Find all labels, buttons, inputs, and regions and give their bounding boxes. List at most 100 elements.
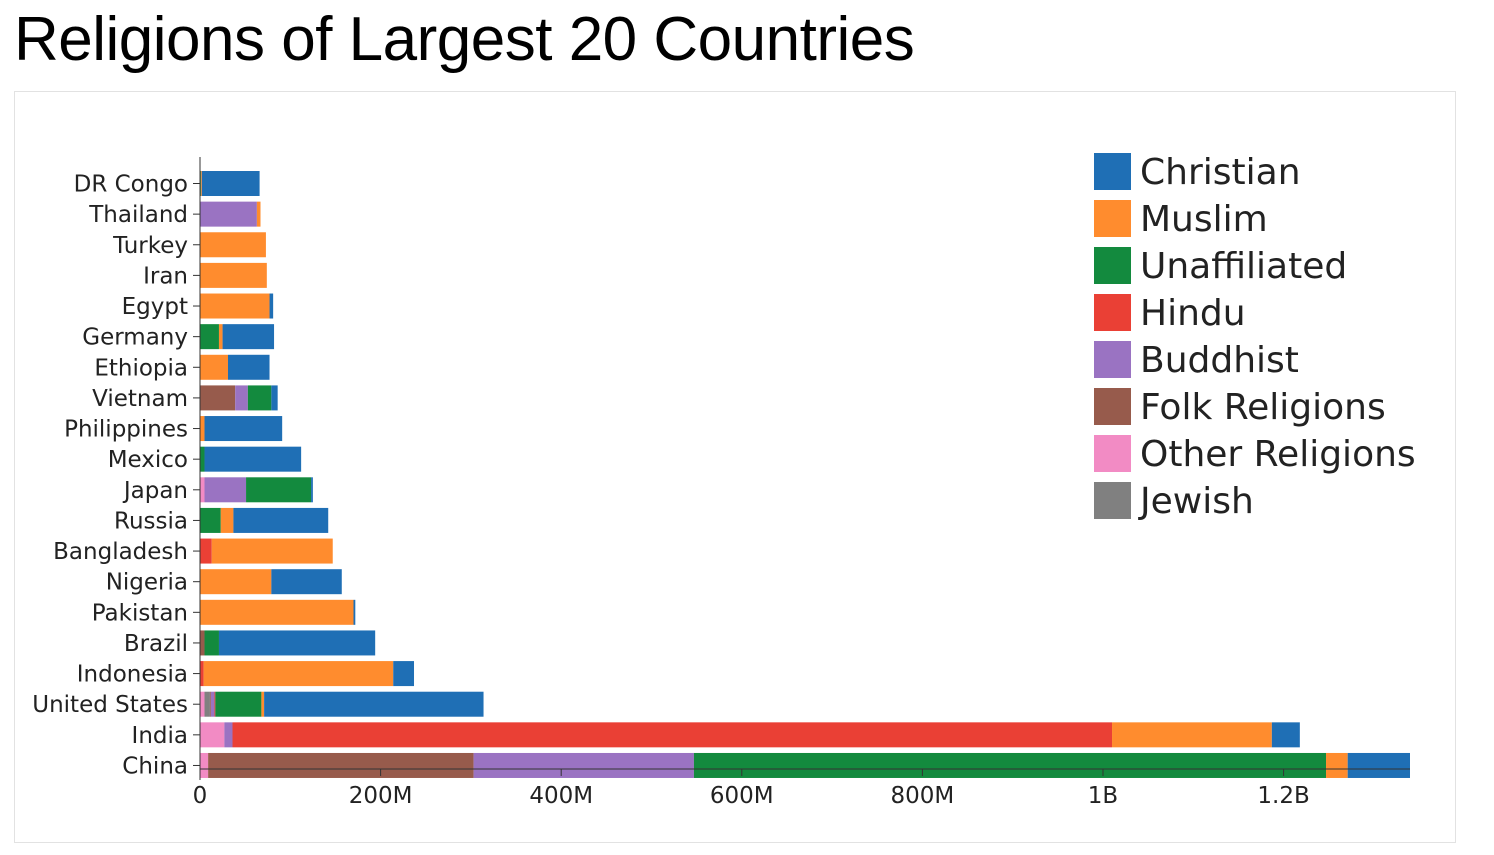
bar-japan-buddhist[interactable] bbox=[204, 477, 247, 503]
bar-china-other-religions[interactable] bbox=[200, 752, 209, 778]
bar-indonesia-hindu[interactable] bbox=[200, 661, 204, 687]
bar-vietnam-buddhist[interactable] bbox=[235, 385, 248, 411]
bar-united-states-unaffiliated[interactable] bbox=[215, 691, 262, 717]
bar-india-buddhist[interactable] bbox=[224, 722, 233, 748]
bar-indonesia-christian[interactable] bbox=[393, 661, 415, 687]
bar-bangladesh-hindu[interactable] bbox=[200, 538, 212, 564]
bar-united-states-folk-religions[interactable] bbox=[209, 691, 211, 717]
legend-item-christian[interactable]: Christian bbox=[1094, 152, 1301, 193]
y-tick-label-china: China bbox=[122, 753, 188, 779]
bar-iran-muslim[interactable] bbox=[200, 262, 267, 288]
bar-nigeria-muslim[interactable] bbox=[200, 569, 272, 595]
bars-layer bbox=[200, 171, 1410, 778]
bar-united-states-buddhist[interactable] bbox=[210, 691, 215, 717]
bar-philippines-muslim[interactable] bbox=[200, 416, 205, 442]
bar-brazil-unaffiliated[interactable] bbox=[204, 630, 219, 656]
bar-turkey-muslim[interactable] bbox=[200, 232, 266, 258]
legend-swatch-buddhist bbox=[1094, 341, 1131, 378]
y-tick-label-pakistan: Pakistan bbox=[92, 600, 188, 626]
legend-label-buddhist: Buddhist bbox=[1140, 340, 1299, 381]
legend-swatch-folk-religions bbox=[1094, 388, 1131, 425]
bar-united-states-hindu[interactable] bbox=[214, 691, 216, 717]
y-tick-label-nigeria: Nigeria bbox=[106, 570, 188, 596]
legend-item-other-religions[interactable]: Other Religions bbox=[1094, 434, 1416, 475]
legend-item-muslim[interactable]: Muslim bbox=[1094, 199, 1268, 240]
bar-vietnam-christian[interactable] bbox=[271, 385, 278, 411]
bar-egypt-christian[interactable] bbox=[269, 293, 274, 319]
bar-brazil-folk-religions[interactable] bbox=[200, 630, 205, 656]
bar-united-states-muslim[interactable] bbox=[261, 691, 265, 717]
chart-canvas: DR Congo Thailand Turkey Iran Egypt Germany Et… bbox=[32, 152, 1416, 809]
legend-label-unaffiliated: Unaffiliated bbox=[1140, 246, 1347, 287]
legend-item-buddhist[interactable]: Buddhist bbox=[1094, 340, 1299, 381]
legend-item-unaffiliated[interactable]: Unaffiliated bbox=[1094, 246, 1347, 287]
y-tick-label-mexico: Mexico bbox=[108, 447, 188, 473]
bar-vietnam-folk-religions[interactable] bbox=[200, 385, 236, 411]
bar-china-buddhist[interactable] bbox=[473, 752, 694, 778]
legend-label-jewish: Jewish bbox=[1138, 481, 1254, 522]
legend-swatch-muslim bbox=[1094, 200, 1131, 237]
y-tick-label-dr-congo: DR Congo bbox=[74, 172, 188, 198]
bar-germany-muslim[interactable] bbox=[218, 324, 223, 350]
bar-india-muslim[interactable] bbox=[1112, 722, 1272, 748]
bar-thailand-muslim[interactable] bbox=[256, 201, 261, 227]
bar-germany-unaffiliated[interactable] bbox=[200, 324, 219, 350]
y-tick-label-philippines: Philippines bbox=[64, 417, 188, 443]
y-tick-label-germany: Germany bbox=[82, 325, 188, 351]
bar-dr-congo-christian[interactable] bbox=[201, 171, 260, 196]
legend-item-hindu[interactable]: Hindu bbox=[1094, 293, 1246, 334]
bar-vietnam-unaffiliated[interactable] bbox=[247, 385, 272, 411]
legend-label-hindu: Hindu bbox=[1140, 293, 1246, 334]
legend-swatch-unaffiliated bbox=[1094, 247, 1131, 284]
bar-china-christian[interactable] bbox=[1347, 752, 1410, 778]
y-tick-label-india: India bbox=[132, 723, 188, 749]
legend[interactable]: Christian Muslim Unaffiliated Hindu Buddhist… bbox=[1094, 152, 1416, 522]
bar-dr-congo-muslim[interactable] bbox=[200, 171, 202, 196]
bar-china-unaffiliated[interactable] bbox=[693, 752, 1327, 778]
bar-united-states-other-religions[interactable] bbox=[200, 691, 205, 717]
y-tick-label-united-states: United States bbox=[32, 692, 188, 718]
y-tick-label-egypt: Egypt bbox=[122, 294, 188, 320]
bar-ethiopia-christian[interactable] bbox=[227, 354, 270, 380]
bar-russia-muslim[interactable] bbox=[220, 507, 234, 533]
legend-swatch-christian bbox=[1094, 153, 1131, 190]
bar-russia-christian[interactable] bbox=[233, 507, 329, 533]
x-tick-label-400m: 400M bbox=[529, 783, 593, 809]
bar-philippines-christian[interactable] bbox=[204, 416, 283, 442]
legend-item-folk-religions[interactable]: Folk Religions bbox=[1094, 387, 1386, 428]
bar-united-states-jewish[interactable] bbox=[204, 691, 210, 717]
bar-egypt-muslim[interactable] bbox=[200, 293, 270, 319]
legend-swatch-other-religions bbox=[1094, 435, 1131, 472]
legend-label-folk-religions: Folk Religions bbox=[1140, 387, 1386, 428]
bar-china-folk-religions[interactable] bbox=[208, 752, 474, 778]
bar-thailand-buddhist[interactable] bbox=[200, 201, 257, 227]
bar-japan-unaffiliated[interactable] bbox=[246, 477, 312, 503]
bar-united-states-christian[interactable] bbox=[264, 691, 484, 717]
legend-swatch-jewish bbox=[1094, 482, 1131, 519]
legend-item-jewish[interactable]: Jewish bbox=[1094, 481, 1254, 522]
legend-swatch-hindu bbox=[1094, 294, 1131, 331]
x-tick-label-1b: 1B bbox=[1088, 783, 1118, 809]
bar-indonesia-muslim[interactable] bbox=[203, 661, 394, 687]
bar-japan-other-religions[interactable] bbox=[200, 477, 205, 503]
bar-pakistan-christian[interactable] bbox=[353, 599, 356, 625]
y-tick-label-thailand: Thailand bbox=[88, 202, 188, 228]
bar-india-other-religions[interactable] bbox=[200, 722, 225, 748]
bar-ethiopia-muslim[interactable] bbox=[200, 354, 228, 380]
bar-russia-unaffiliated[interactable] bbox=[200, 507, 221, 533]
bar-pakistan-muslim[interactable] bbox=[200, 599, 354, 625]
bar-mexico-unaffiliated[interactable] bbox=[200, 446, 205, 472]
y-tick-label-japan: Japan bbox=[122, 478, 188, 504]
y-tick-label-turkey: Turkey bbox=[112, 233, 188, 259]
bar-japan-christian[interactable] bbox=[311, 477, 313, 503]
bar-india-christian[interactable] bbox=[1271, 722, 1300, 748]
bar-germany-christian[interactable] bbox=[222, 324, 275, 350]
bar-brazil-christian[interactable] bbox=[218, 630, 376, 656]
bar-nigeria-christian[interactable] bbox=[271, 569, 342, 595]
bar-bangladesh-muslim[interactable] bbox=[211, 538, 333, 564]
bar-china-muslim[interactable] bbox=[1326, 752, 1348, 778]
bar-india-hindu[interactable] bbox=[232, 722, 1113, 748]
bar-mexico-christian[interactable] bbox=[204, 446, 302, 472]
y-tick-label-vietnam: Vietnam bbox=[92, 386, 188, 412]
x-tick-label-600m: 600M bbox=[710, 783, 774, 809]
